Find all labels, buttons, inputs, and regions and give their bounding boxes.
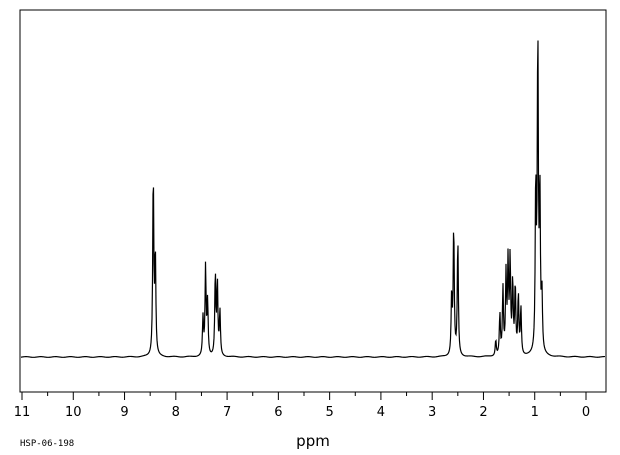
sample-code-label: HSP-06-198 <box>20 439 74 449</box>
x-tick-label-6: 6 <box>274 405 282 420</box>
plot-frame <box>19 9 607 393</box>
x-tick-label-7: 7 <box>223 405 231 420</box>
x-tick-label-10: 10 <box>65 405 82 420</box>
x-axis-title: ppm <box>296 432 330 450</box>
x-tick-label-4: 4 <box>377 405 385 420</box>
spectrum-line <box>20 40 605 358</box>
x-tick-label-3: 3 <box>428 405 436 420</box>
x-tick-label-1: 1 <box>531 405 539 420</box>
x-tick-label-9: 9 <box>120 405 128 420</box>
x-tick-label-0: 0 <box>582 405 590 420</box>
x-tick-label-2: 2 <box>479 405 487 420</box>
x-tick-label-11: 11 <box>14 405 31 420</box>
x-tick-label-5: 5 <box>325 405 333 420</box>
x-tick-label-8: 8 <box>172 405 180 420</box>
x-axis-tick-labels: 11 10 9 8 7 6 5 4 3 2 1 0 <box>14 405 590 420</box>
x-axis-ticks <box>21 392 587 400</box>
